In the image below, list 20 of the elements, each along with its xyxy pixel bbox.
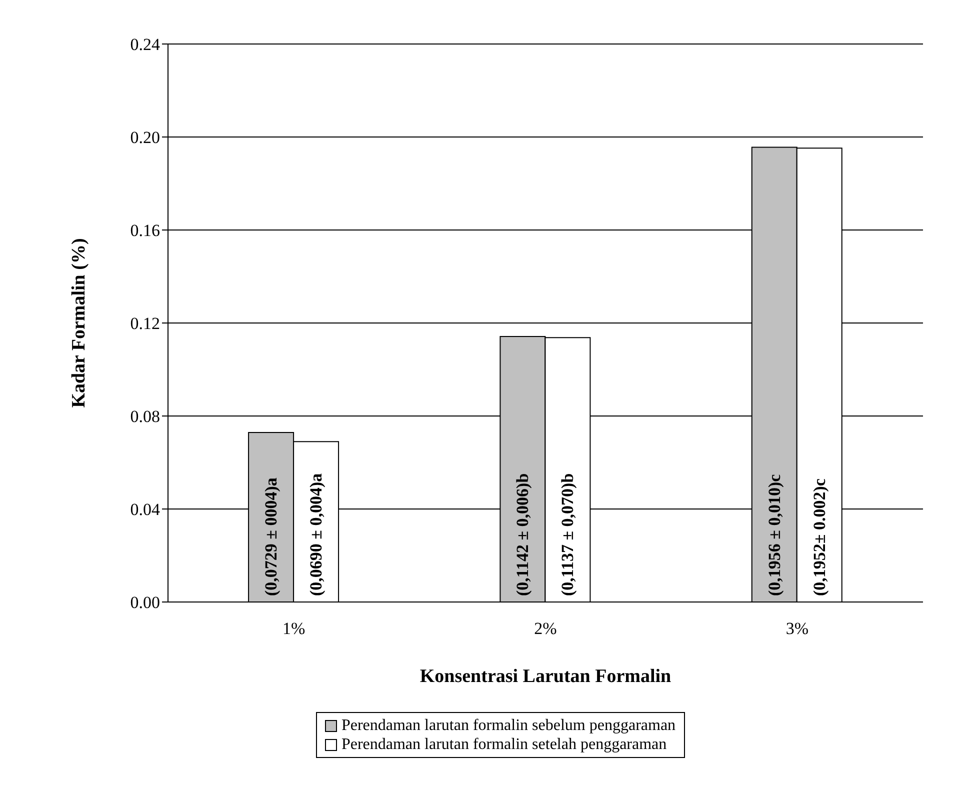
data-label: (0,1137 ± 0,070)b (558, 473, 578, 596)
text: 0.08 (130, 407, 160, 426)
data-label: (0,0729 ± 0004)a (262, 477, 281, 596)
y-axis-title: Kadar Formalin (%) (68, 238, 90, 408)
data-label: (0,1956 ± 0,010)c (764, 474, 784, 596)
data-label: (0,1142 ± 0,006)b (513, 473, 532, 596)
text: 0.24 (130, 35, 160, 54)
text: 0.20 (130, 128, 160, 148)
data-label: (0,0690 ± 0,004)a (306, 472, 326, 596)
text: 0.00 (130, 593, 160, 612)
text: 0.16 (130, 221, 160, 240)
data-label: (0,1952± 0.002)c (810, 478, 829, 596)
legend-label: Perendaman larutan formalin setelah penggaraman (341, 735, 667, 754)
legend-label: Perendaman larutan formalin sebelum penggaraman (341, 716, 676, 735)
x-tick-label: 3% (786, 619, 809, 638)
text: 0.04 (130, 500, 160, 520)
x-axis-title: Konsentrasi Larutan Formalin (420, 666, 672, 687)
x-tick-label: 1% (282, 619, 306, 638)
x-tick-label: 2% (534, 619, 557, 638)
text: 0.12 (130, 314, 160, 334)
